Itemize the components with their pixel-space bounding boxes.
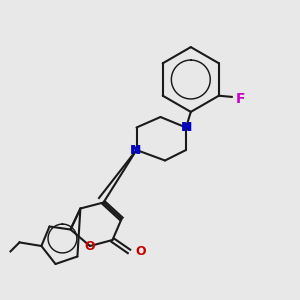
Text: F: F — [236, 92, 245, 106]
Text: N: N — [130, 143, 140, 157]
Text: N: N — [182, 121, 193, 134]
Text: N: N — [181, 121, 191, 134]
Text: O: O — [85, 239, 95, 253]
Text: O: O — [135, 245, 146, 258]
Text: N: N — [131, 143, 142, 157]
